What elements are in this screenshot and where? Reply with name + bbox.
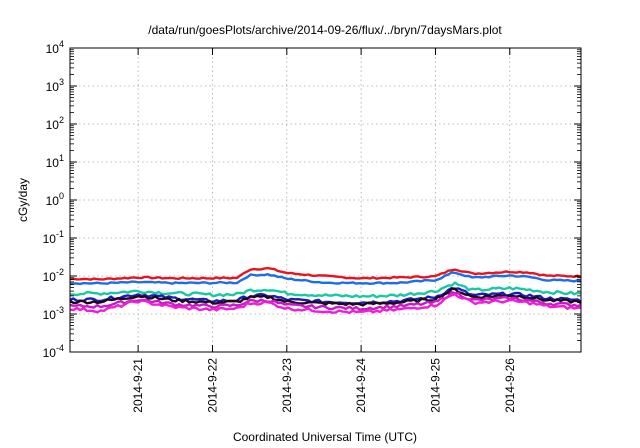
y-tick-label: 104: [46, 39, 64, 56]
y-tick-label: 103: [46, 77, 64, 94]
y-tick-label: 10-2: [43, 267, 64, 284]
axes: [69, 47, 582, 353]
series-line: [69, 290, 582, 311]
series-line: [69, 293, 582, 315]
x-tick-label: 2014-9-24: [354, 358, 368, 413]
y-tick-label: 10-3: [43, 305, 64, 322]
series-line: [69, 271, 582, 286]
x-tick-label: 2014-9-23: [280, 358, 294, 413]
series-line: [69, 287, 582, 307]
y-tick-label: 100: [46, 191, 64, 208]
plot-frame: [69, 47, 582, 353]
series-line: [69, 281, 582, 299]
y-axis-title: cGy/day: [16, 178, 30, 222]
x-tick-label: 2014-9-25: [428, 358, 442, 413]
x-tick-labels: 2014-9-21 2014-9-22 2014-9-23 2014-9-24 2014…: [131, 358, 517, 413]
data-series: [69, 266, 582, 315]
chart-title: /data/run/goesPlots/archive/2014-09-26/f…: [148, 23, 502, 37]
y-tick-label: 102: [46, 115, 64, 132]
x-tick-label: 2014-9-26: [503, 358, 517, 413]
x-tick-label: 2014-9-22: [205, 358, 219, 413]
y-tick-label: 10-1: [43, 229, 64, 246]
series-line: [70, 266, 582, 281]
x-tick-label: 2014-9-21: [131, 358, 145, 413]
y-tick-label: 101: [46, 153, 64, 170]
x-axis-title: Coordinated Universal Time (UTC): [233, 430, 417, 444]
y-tick-label: 10-4: [43, 343, 64, 360]
y-tick-labels: 10-4 10-3 10-2 10-1 100 101 102 103 104: [43, 39, 64, 360]
